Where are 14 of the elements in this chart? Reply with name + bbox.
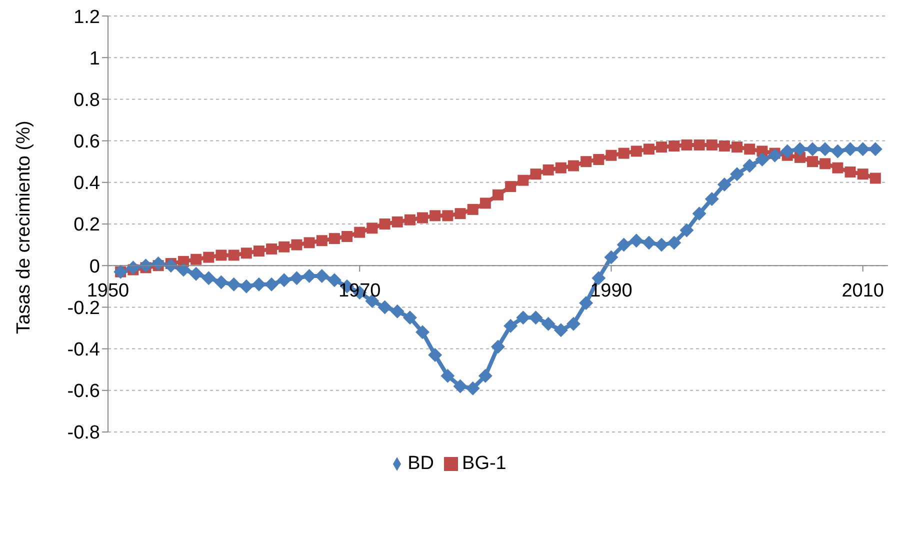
y-tick-label: -0.6 — [67, 381, 100, 402]
y-tick-label: 0 — [89, 256, 100, 278]
y-tick-label: 0.4 — [74, 173, 100, 194]
legend-label: BG-1 — [462, 453, 506, 474]
y-tick-label: 0.2 — [74, 214, 100, 236]
y-axis-title: Tasas de crecimiento (%) — [14, 120, 35, 334]
y-tick-label: 1 — [89, 48, 100, 70]
y-tick-label: -0.4 — [67, 340, 100, 361]
y-tick-label: 1.2 — [74, 6, 100, 28]
legend-label: BD — [408, 453, 434, 474]
y-tick-label: 0.8 — [74, 90, 100, 111]
y-tick-label: -0.8 — [67, 422, 100, 444]
x-tick-label: 2010 — [842, 280, 884, 302]
y-tick-label: 0.6 — [74, 132, 100, 153]
